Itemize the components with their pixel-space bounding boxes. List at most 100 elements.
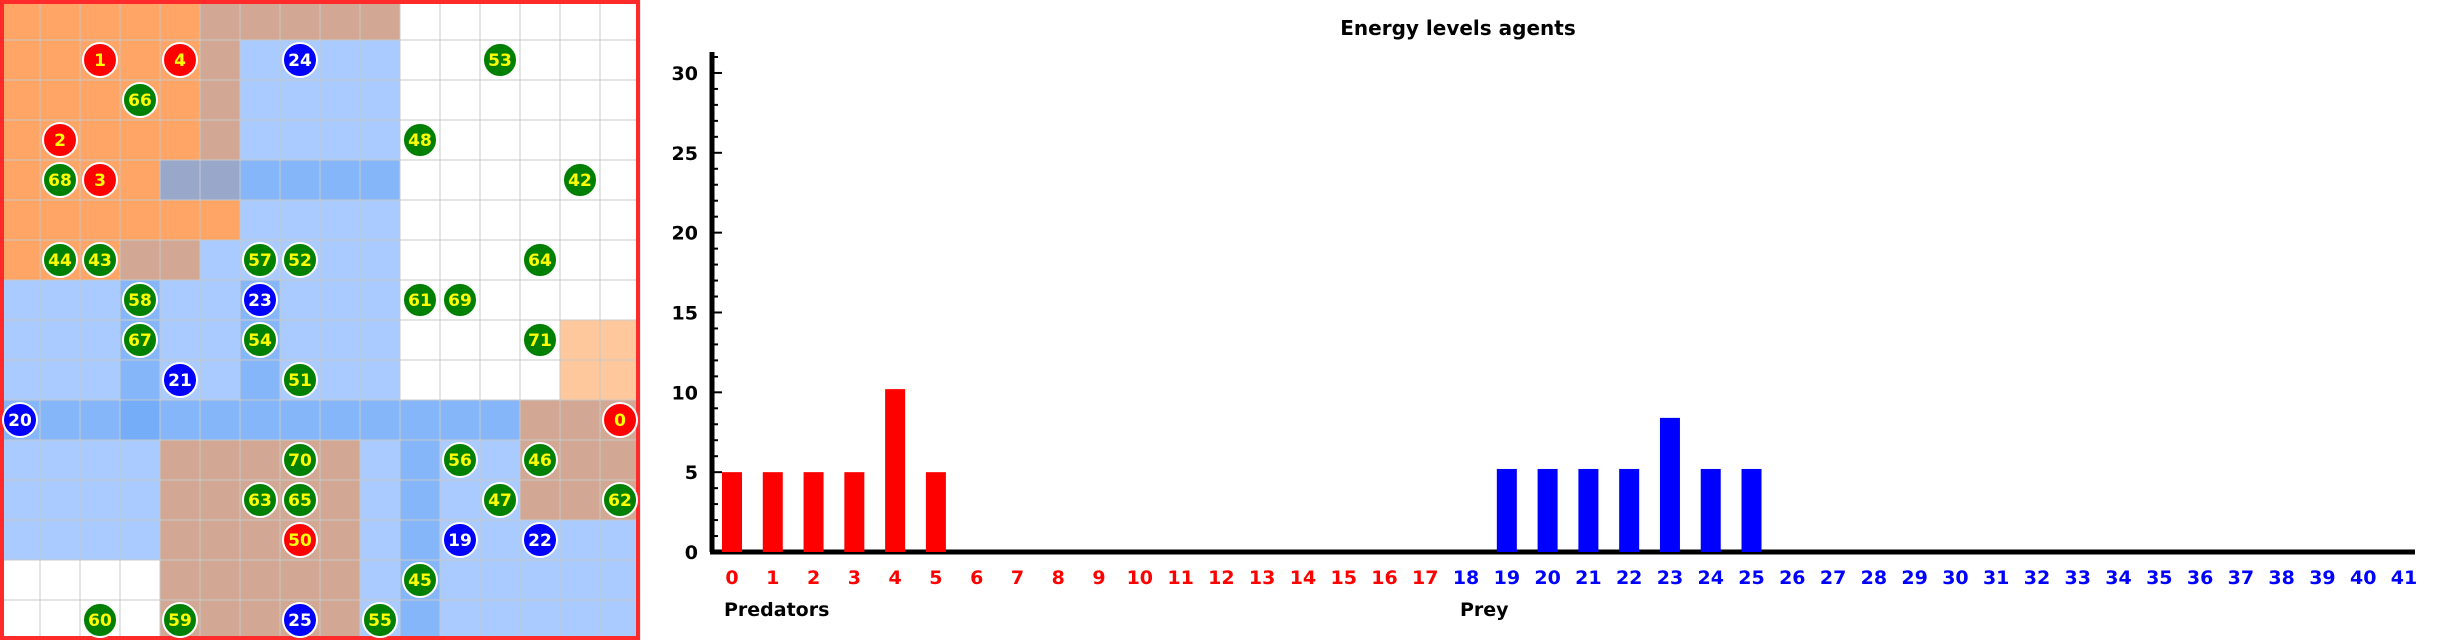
x-tick-label: 23 bbox=[1657, 567, 1683, 589]
food-agent[interactable]: 62 bbox=[602, 482, 638, 518]
prey-agent[interactable]: 24 bbox=[282, 42, 318, 78]
x-tick-label: 33 bbox=[2065, 567, 2091, 589]
predator-agent-marker bbox=[42, 122, 78, 158]
predator-agent[interactable]: 50 bbox=[282, 522, 318, 558]
agent-id-label: 3 bbox=[94, 171, 106, 191]
grid-cell bbox=[120, 160, 160, 200]
grid-cell bbox=[320, 240, 360, 280]
predator-agent[interactable]: 1 bbox=[82, 42, 118, 78]
agent-id-label: 42 bbox=[568, 171, 592, 191]
food-agent[interactable]: 59 bbox=[162, 602, 198, 638]
food-agent[interactable]: 65 bbox=[282, 482, 318, 518]
grid-cell bbox=[520, 0, 560, 40]
x-tick-label: 12 bbox=[1208, 567, 1234, 589]
food-agent[interactable]: 67 bbox=[122, 322, 158, 358]
grid-cell bbox=[560, 80, 600, 120]
prey-energy-bar bbox=[1659, 417, 1680, 552]
predator-agent[interactable]: 2 bbox=[42, 122, 78, 158]
grid-cell bbox=[80, 360, 120, 400]
grid-cell bbox=[520, 280, 560, 320]
grid-cell bbox=[0, 480, 40, 520]
grid-cell bbox=[480, 240, 520, 280]
food-agent[interactable]: 47 bbox=[482, 482, 518, 518]
prey-agent[interactable]: 21 bbox=[162, 362, 198, 398]
prey-agent[interactable]: 22 bbox=[522, 522, 558, 558]
food-agent[interactable]: 61 bbox=[402, 282, 438, 318]
agent-id-label: 67 bbox=[128, 331, 152, 351]
food-agent[interactable]: 64 bbox=[522, 242, 558, 278]
prey-agent[interactable]: 19 bbox=[442, 522, 478, 558]
agent-id-label: 50 bbox=[288, 531, 312, 551]
food-agent[interactable]: 69 bbox=[442, 282, 478, 318]
predator-agent[interactable]: 4 bbox=[162, 42, 198, 78]
food-agent[interactable]: 71 bbox=[522, 322, 558, 358]
food-agent[interactable]: 58 bbox=[122, 282, 158, 318]
food-agent-marker bbox=[522, 242, 558, 278]
food-agent-marker bbox=[122, 82, 158, 118]
prey-agent[interactable]: 25 bbox=[282, 602, 318, 638]
grid-cell bbox=[200, 200, 240, 240]
grid-cell bbox=[400, 240, 440, 280]
grid-cell bbox=[40, 600, 80, 640]
food-agent[interactable]: 63 bbox=[242, 482, 278, 518]
food-agent[interactable]: 51 bbox=[282, 362, 318, 398]
grid-cell bbox=[240, 80, 280, 120]
food-agent[interactable]: 42 bbox=[562, 162, 598, 198]
grid-cell bbox=[0, 120, 40, 160]
food-agent[interactable]: 56 bbox=[442, 442, 478, 478]
food-agent[interactable]: 48 bbox=[402, 122, 438, 158]
predator-energy-bar bbox=[803, 472, 824, 552]
grid-cell bbox=[80, 440, 120, 480]
grid-cell bbox=[200, 80, 240, 120]
food-agent[interactable]: 53 bbox=[482, 42, 518, 78]
food-agent[interactable]: 46 bbox=[522, 442, 558, 478]
grid-cell bbox=[560, 320, 600, 360]
food-agent[interactable]: 54 bbox=[242, 322, 278, 358]
food-agent[interactable]: 57 bbox=[242, 242, 278, 278]
grid-cell bbox=[600, 360, 640, 400]
food-agent[interactable]: 43 bbox=[82, 242, 118, 278]
prey-agent[interactable]: 20 bbox=[2, 402, 38, 438]
x-tick-label: 22 bbox=[1616, 567, 1642, 589]
agent-id-label: 52 bbox=[288, 251, 312, 271]
grid-cell bbox=[360, 280, 400, 320]
food-agent[interactable]: 44 bbox=[42, 242, 78, 278]
predator-agent[interactable]: 3 bbox=[82, 162, 118, 198]
food-agent[interactable]: 66 bbox=[122, 82, 158, 118]
grid-cell bbox=[80, 200, 120, 240]
food-agent[interactable]: 68 bbox=[42, 162, 78, 198]
prey-agent[interactable]: 23 bbox=[242, 282, 278, 318]
y-axis: 0 5 10 15 20 25 30 bbox=[672, 52, 722, 564]
grid-cell bbox=[280, 0, 320, 40]
grid-cell bbox=[0, 520, 40, 560]
food-agent[interactable]: 70 bbox=[282, 442, 318, 478]
predator-agent[interactable]: 0 bbox=[602, 402, 638, 438]
grid-cell bbox=[120, 600, 160, 640]
grid-cell bbox=[320, 600, 360, 640]
grid-cell bbox=[360, 80, 400, 120]
agent-id-label: 0 bbox=[614, 411, 626, 431]
agent-id-label: 21 bbox=[168, 371, 192, 391]
grid-cell bbox=[320, 80, 360, 120]
grid-cell bbox=[600, 280, 640, 320]
grid-cell bbox=[360, 320, 400, 360]
food-agent[interactable]: 60 bbox=[82, 602, 118, 638]
grid-cell bbox=[0, 0, 40, 40]
grid-cell bbox=[0, 440, 40, 480]
grid-cell bbox=[400, 0, 440, 40]
y-tick-label: 30 bbox=[672, 63, 698, 85]
food-agent[interactable]: 52 bbox=[282, 242, 318, 278]
prey-energy-bar bbox=[1741, 468, 1762, 552]
grid-cell bbox=[160, 120, 200, 160]
grid-cell bbox=[440, 560, 480, 600]
grid-cell bbox=[40, 440, 80, 480]
food-agent[interactable]: 55 bbox=[362, 602, 398, 638]
food-agent-marker bbox=[522, 322, 558, 358]
grid-cell bbox=[280, 80, 320, 120]
food-agent[interactable]: 45 bbox=[402, 562, 438, 598]
agent-id-label: 24 bbox=[288, 51, 312, 71]
x-tick-label: 19 bbox=[1494, 567, 1520, 589]
prey-agent-marker bbox=[162, 362, 198, 398]
agent-id-label: 59 bbox=[168, 611, 192, 631]
agent-id-label: 47 bbox=[488, 491, 512, 511]
